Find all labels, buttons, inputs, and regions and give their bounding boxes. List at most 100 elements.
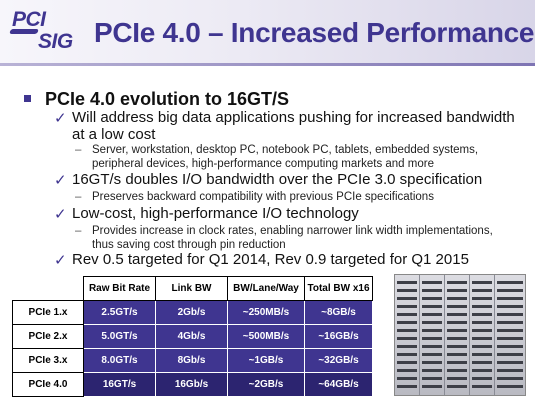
server-slot (422, 361, 442, 364)
main-bullet-text: PCIe 4.0 evolution to 16GT/S (45, 89, 290, 109)
server-rack (495, 275, 525, 395)
check-icon: ✓ (54, 251, 67, 269)
server-slot (422, 353, 442, 356)
slide-header (0, 0, 535, 64)
server-slot (497, 337, 523, 340)
server-slot (397, 329, 417, 332)
logo-text-bottom: SIG (38, 30, 73, 53)
server-slot (497, 281, 523, 284)
server-slot (472, 305, 492, 308)
server-slot (447, 361, 467, 364)
server-slot (497, 329, 523, 332)
server-slot (422, 345, 442, 348)
server-slot (447, 281, 467, 284)
server-slot (397, 377, 417, 380)
bullet-item-4-text: Rev 0.5 targeted for Q1 2014, Rev 0.9 ta… (72, 251, 469, 268)
bullet-item-3: ✓ Low-cost, high-performance I/O technol… (54, 205, 522, 223)
server-slot (422, 337, 442, 340)
main-bullet: PCIe 4.0 evolution to 16GT/S (24, 89, 289, 110)
column-header: Link BW (155, 276, 228, 301)
pcie-spec-table: Raw Bit Rate Link BW BW/Lane/Way Total B… (12, 276, 373, 397)
table-corner-cell (12, 276, 84, 301)
server-slot (422, 321, 442, 324)
server-slot (472, 321, 492, 324)
check-icon: ✓ (54, 205, 67, 223)
server-slot (422, 281, 442, 284)
server-slot (472, 345, 492, 348)
server-slot (447, 377, 467, 380)
table-row: PCIe 4.0 16GT/s 16Gb/s ~2GB/s ~64GB/s (12, 372, 373, 397)
server-slot (397, 297, 417, 300)
table-row: PCIe 3.x 8.0GT/s 8Gb/s ~1GB/s ~32GB/s (12, 348, 373, 373)
dash-icon: – (75, 191, 82, 203)
dash-icon: – (75, 144, 82, 156)
bullet-item-2: ✓ 16GT/s doubles I/O bandwidth over the … (54, 171, 522, 189)
header-divider (0, 63, 535, 66)
server-slot (397, 345, 417, 348)
row-header: PCIe 2.x (12, 324, 84, 349)
server-slot (397, 385, 417, 388)
server-slot (422, 305, 442, 308)
server-slot (422, 289, 442, 292)
check-icon: ✓ (54, 109, 67, 127)
table-cell: ~64GB/s (304, 372, 373, 397)
table-cell: ~1GB/s (227, 348, 305, 373)
slide-title: PCIe 4.0 – Increased Performance (94, 17, 535, 48)
server-slot (472, 361, 492, 364)
server-slot (497, 353, 523, 356)
server-slot (472, 385, 492, 388)
bullet-item-2-text: 16GT/s doubles I/O bandwidth over the PC… (72, 171, 483, 188)
table-cell: 2Gb/s (155, 300, 228, 325)
server-slot (472, 337, 492, 340)
bullet-item-1-text: Will address big data applications pushi… (72, 109, 515, 143)
server-slot (447, 289, 467, 292)
server-slot (497, 369, 523, 372)
server-slot (447, 313, 467, 316)
server-slot (397, 353, 417, 356)
server-slot (497, 289, 523, 292)
row-header: PCIe 1.x (12, 300, 84, 325)
table-cell: ~500MB/s (227, 324, 305, 349)
row-header: PCIe 4.0 (12, 372, 84, 397)
server-slot (397, 281, 417, 284)
server-slot (422, 369, 442, 372)
server-slot (447, 329, 467, 332)
table-cell: ~32GB/s (304, 348, 373, 373)
server-slot (472, 281, 492, 284)
server-slot (472, 329, 492, 332)
server-slot (472, 377, 492, 380)
bullet-item-1: ✓ Will address big data applications pus… (54, 109, 522, 143)
table-cell: ~16GB/s (304, 324, 373, 349)
server-slot (397, 289, 417, 292)
server-rack (470, 275, 495, 395)
sub-item-1: – Server, workstation, desktop PC, noteb… (75, 143, 512, 171)
server-slot (472, 313, 492, 316)
server-slot (472, 369, 492, 372)
table-cell: ~250MB/s (227, 300, 305, 325)
table-cell: 2.5GT/s (83, 300, 156, 325)
server-slot (422, 313, 442, 316)
table-cell: 5.0GT/s (83, 324, 156, 349)
square-bullet-icon (24, 94, 31, 102)
sub-item-2-text: Preserves backward compatibility with pr… (92, 191, 434, 203)
check-icon: ✓ (54, 171, 67, 189)
server-slot (447, 345, 467, 348)
server-slot (397, 313, 417, 316)
server-slot (422, 377, 442, 380)
server-rack (395, 275, 420, 395)
table-cell: 16GT/s (83, 372, 156, 397)
server-slot (447, 385, 467, 388)
sub-item-1-text: Server, workstation, desktop PC, noteboo… (92, 144, 479, 170)
sub-item-3-text: Provides increase in clock rates, enabli… (92, 225, 493, 251)
column-header: Total BW x16 (304, 276, 373, 301)
table-cell: ~8GB/s (304, 300, 373, 325)
server-slot (497, 385, 523, 388)
server-slot (397, 321, 417, 324)
dash-icon: – (75, 225, 82, 237)
server-slot (447, 337, 467, 340)
server-slot (472, 297, 492, 300)
server-slot (497, 361, 523, 364)
server-rack (420, 275, 445, 395)
table-cell: 16Gb/s (155, 372, 228, 397)
logo-text-top: PCI (12, 8, 46, 31)
